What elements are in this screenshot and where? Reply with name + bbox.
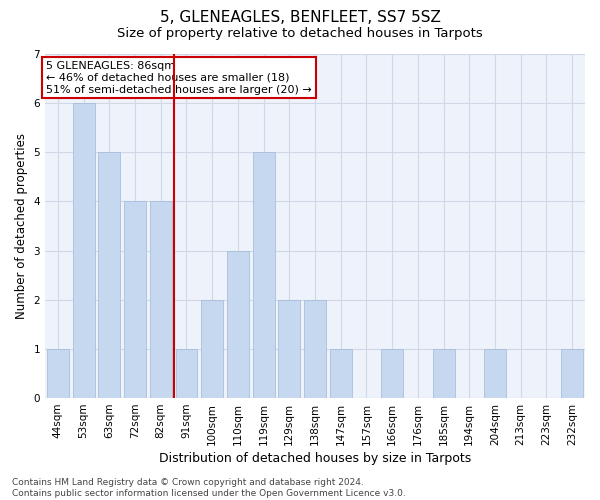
Bar — [201, 300, 223, 398]
Bar — [381, 349, 403, 398]
Bar — [330, 349, 352, 398]
Bar — [150, 202, 172, 398]
Bar — [561, 349, 583, 398]
Bar — [253, 152, 275, 398]
Bar — [124, 202, 146, 398]
Bar — [278, 300, 300, 398]
Bar — [304, 300, 326, 398]
Bar — [176, 349, 197, 398]
Text: Contains HM Land Registry data © Crown copyright and database right 2024.
Contai: Contains HM Land Registry data © Crown c… — [12, 478, 406, 498]
X-axis label: Distribution of detached houses by size in Tarpots: Distribution of detached houses by size … — [159, 452, 471, 465]
Bar — [47, 349, 69, 398]
Text: Size of property relative to detached houses in Tarpots: Size of property relative to detached ho… — [117, 28, 483, 40]
Bar — [484, 349, 506, 398]
Bar — [98, 152, 120, 398]
Y-axis label: Number of detached properties: Number of detached properties — [15, 133, 28, 319]
Bar — [433, 349, 455, 398]
Text: 5, GLENEAGLES, BENFLEET, SS7 5SZ: 5, GLENEAGLES, BENFLEET, SS7 5SZ — [160, 10, 440, 25]
Bar — [73, 103, 95, 398]
Bar — [227, 250, 249, 398]
Text: 5 GLENEAGLES: 86sqm
← 46% of detached houses are smaller (18)
51% of semi-detach: 5 GLENEAGLES: 86sqm ← 46% of detached ho… — [46, 62, 312, 94]
